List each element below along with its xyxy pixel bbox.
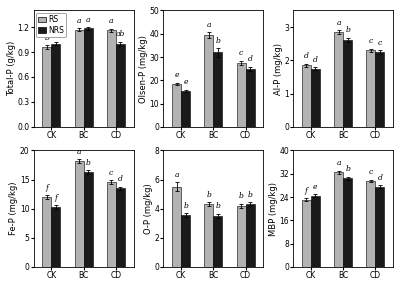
Bar (343, 40, 352, 127)
Text: a: a (109, 17, 114, 25)
Bar (204, 35, 213, 127)
Text: a: a (336, 159, 341, 167)
Y-axis label: Fe-P (mg/kg): Fe-P (mg/kg) (10, 182, 18, 235)
Text: d: d (248, 55, 252, 63)
Bar (334, 172, 343, 267)
Text: b: b (44, 34, 49, 42)
Bar (246, 69, 254, 127)
Text: a: a (206, 21, 211, 29)
Bar (107, 182, 116, 267)
Bar (51, 44, 60, 127)
Bar (343, 178, 352, 267)
Bar (311, 69, 320, 127)
Text: e: e (313, 183, 318, 191)
Bar (334, 32, 343, 127)
Y-axis label: Al-P (mg/kg): Al-P (mg/kg) (274, 43, 283, 95)
Bar (84, 28, 92, 127)
Text: c: c (369, 168, 373, 176)
Bar (172, 187, 181, 267)
Text: a: a (336, 19, 341, 27)
Text: b: b (216, 202, 220, 210)
Bar (375, 187, 384, 267)
Text: f: f (54, 194, 57, 202)
Bar (302, 200, 311, 267)
Text: d: d (313, 56, 318, 64)
Bar (181, 91, 190, 127)
Bar (181, 215, 190, 267)
Text: a: a (174, 171, 179, 179)
Text: b: b (345, 26, 350, 34)
Text: c: c (239, 49, 243, 57)
Bar (236, 206, 246, 267)
Bar (302, 65, 311, 127)
Text: c: c (369, 37, 373, 45)
Text: f: f (46, 184, 48, 192)
Y-axis label: Olsen-P (mg/kg): Olsen-P (mg/kg) (139, 35, 148, 102)
Bar (116, 44, 125, 127)
Text: a: a (77, 148, 81, 156)
Text: d: d (378, 174, 382, 182)
Bar (366, 50, 375, 127)
Bar (204, 204, 213, 267)
Bar (375, 52, 384, 127)
Text: b: b (206, 191, 211, 199)
Text: b: b (54, 30, 58, 38)
Text: c: c (378, 38, 382, 46)
Bar (42, 197, 51, 267)
Text: d: d (118, 175, 123, 183)
Bar (74, 30, 84, 127)
Text: b: b (248, 191, 252, 199)
Text: b: b (86, 159, 90, 167)
Bar (116, 188, 125, 267)
Bar (51, 207, 60, 267)
Bar (42, 47, 51, 127)
Text: b: b (183, 201, 188, 210)
Text: e: e (183, 78, 188, 86)
Bar (213, 52, 222, 127)
Text: d: d (304, 52, 309, 60)
Text: ab: ab (116, 30, 125, 38)
Bar (311, 195, 320, 267)
Text: a: a (77, 17, 81, 25)
Bar (107, 30, 116, 127)
Y-axis label: Total-P (g/kg): Total-P (g/kg) (7, 41, 16, 96)
Y-axis label: O-P (mg/kg): O-P (mg/kg) (144, 183, 153, 234)
Y-axis label: MBP (mg/kg): MBP (mg/kg) (269, 182, 278, 236)
Text: b: b (239, 192, 244, 200)
Text: a: a (86, 15, 90, 24)
Text: f: f (305, 187, 308, 195)
Text: b: b (345, 165, 350, 173)
Text: e: e (174, 71, 179, 79)
Bar (74, 161, 84, 267)
Bar (84, 172, 92, 267)
Bar (172, 84, 181, 127)
Bar (213, 216, 222, 267)
Legend: RS, NRS: RS, NRS (36, 13, 66, 37)
Text: b: b (216, 37, 220, 45)
Bar (236, 63, 246, 127)
Bar (366, 181, 375, 267)
Bar (246, 204, 254, 267)
Text: c: c (109, 169, 114, 177)
